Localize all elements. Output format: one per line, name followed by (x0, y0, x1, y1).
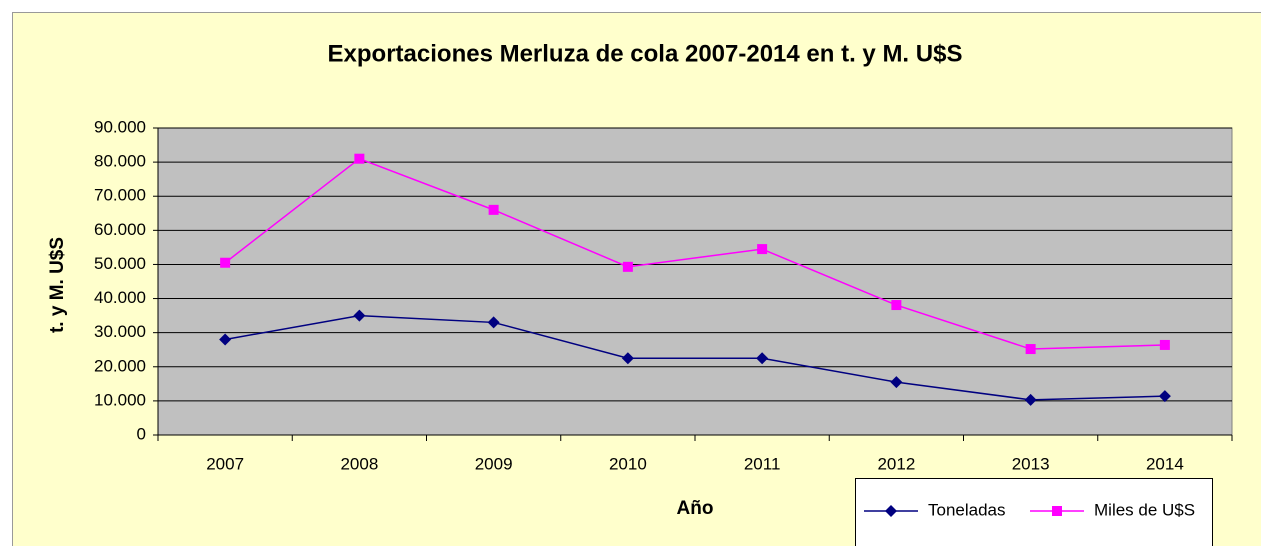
x-tick-label: 2013 (1012, 454, 1050, 473)
y-tick-label: 50.000 (94, 254, 146, 273)
marker (1024, 393, 1037, 406)
y-tick-label: 90.000 (94, 117, 146, 136)
x-tick-label: 2007 (206, 454, 244, 473)
y-axis-label: t. y M. U$S (47, 237, 68, 333)
marker (1158, 390, 1171, 403)
y-tick-label: 60.000 (94, 220, 146, 239)
marker (487, 316, 500, 329)
x-tick-label: 2014 (1146, 454, 1184, 473)
y-tick-label: 70.000 (94, 186, 146, 205)
marker (621, 352, 634, 365)
marker (219, 333, 232, 346)
legend-label: Toneladas (928, 500, 1006, 519)
y-tick-label: 10.000 (94, 390, 146, 409)
y-tick-label: 40.000 (94, 288, 146, 307)
legend-label: Miles de U$S (1094, 500, 1195, 519)
marker (1052, 506, 1062, 516)
marker (891, 300, 902, 311)
x-tick-label: 2012 (877, 454, 915, 473)
marker (353, 309, 366, 322)
marker (885, 505, 897, 517)
legend-box (855, 478, 1213, 546)
marker (1025, 344, 1036, 355)
series-line (224, 314, 1165, 401)
x-tick-label: 2008 (340, 454, 378, 473)
x-axis-label: Año (677, 498, 714, 519)
chart-title: Exportaciones Merluza de cola 2007-2014 … (328, 40, 963, 67)
marker (488, 204, 499, 215)
marker (354, 153, 365, 164)
marker (757, 244, 768, 255)
plot-area (157, 127, 1233, 436)
y-tick-label: 80.000 (94, 152, 146, 171)
marker (622, 261, 633, 272)
x-tick-label: 2010 (609, 454, 647, 473)
marker (1159, 339, 1170, 350)
marker (220, 257, 231, 268)
y-tick-label: 0 (137, 424, 146, 443)
x-tick-label: 2009 (475, 454, 513, 473)
y-tick-label: 30.000 (94, 322, 146, 341)
x-tick-label: 2011 (744, 454, 781, 473)
marker (756, 352, 769, 365)
series-line (224, 157, 1165, 350)
y-tick-label: 20.000 (94, 356, 146, 375)
marker (890, 376, 903, 389)
